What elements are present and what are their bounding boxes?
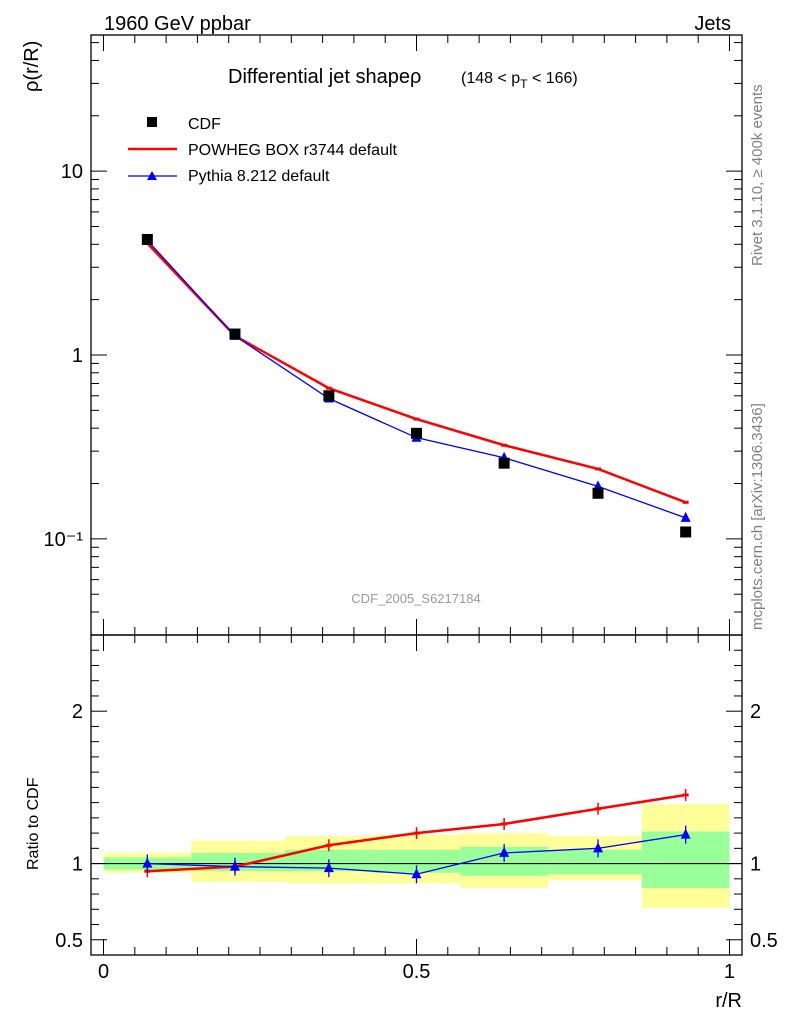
legend-powheg-label: POWHEG BOX r3744 default — [188, 142, 398, 159]
y-tick-label-ratio-right: 0.5 — [750, 930, 778, 952]
point-pythia-ratio — [593, 842, 604, 853]
y-tick-label-main: 10 — [61, 161, 83, 183]
point-pythia-ratio — [323, 862, 334, 873]
legend: CDF POWHEG BOX r3744 default Pythia 8.21… — [128, 116, 398, 185]
point-cdf-main — [141, 233, 153, 245]
point-cdf-main — [229, 328, 241, 340]
point-cdf-main — [498, 457, 510, 469]
legend-pythia-marker — [147, 171, 157, 180]
header-left: 1960 GeV ppbar — [104, 13, 251, 35]
tick-marks: 10 1 10⁻¹ 2 2 1 1 0.5 0.5 0 0.5 1 — [44, 35, 778, 983]
y-axis-label-main: ρ(r/R) — [21, 41, 43, 92]
y-tick-label-ratio-right: 1 — [750, 854, 761, 876]
ratio-bands — [103, 804, 730, 908]
main-title: Differential jet shapeρ — [228, 66, 421, 88]
point-pythia-ratio — [411, 868, 422, 879]
data-series — [141, 233, 692, 884]
y-tick-label-main: 1 — [72, 345, 83, 367]
y-tick-label-main: 10⁻¹ — [44, 529, 84, 551]
ratio-band-inner-5 — [547, 849, 642, 875]
legend-cdf-label: CDF — [188, 116, 221, 133]
point-cdf-main — [592, 487, 604, 499]
rivet-label: Rivet 3.1.10, ≥ 400k events — [749, 84, 766, 266]
point-cdf-main — [411, 427, 422, 439]
y-tick-label-ratio-left: 2 — [72, 701, 83, 723]
x-tick-label: 0 — [98, 961, 109, 983]
y-tick-label-ratio-left: 1 — [72, 854, 83, 876]
mcplots-label: mcplots.cern.ch [arXiv:1306.3436] — [749, 403, 766, 630]
legend-cdf-marker — [147, 117, 157, 127]
y-axis-label-ratio: Ratio to CDF — [25, 777, 42, 870]
x-tick-label: 1 — [724, 961, 735, 983]
y-tick-label-ratio-right: 2 — [750, 701, 761, 723]
point-pythia-ratio — [142, 857, 153, 868]
point-cdf-main — [323, 390, 335, 402]
point-pythia-ratio — [680, 828, 691, 839]
legend-pythia-label: Pythia 8.212 default — [188, 168, 330, 185]
series-line-pythia-main — [146, 239, 686, 519]
x-axis-label: r/R — [715, 990, 742, 1012]
point-pythia-ratio — [229, 860, 240, 871]
point-cdf-main — [680, 526, 692, 538]
point-pythia-ratio — [499, 846, 510, 857]
point-pythia-main — [680, 511, 691, 522]
header-right: Jets — [694, 13, 731, 35]
ratio-band-inner-3 — [372, 849, 461, 873]
main-title-range: (148 < pT < 166) — [461, 70, 578, 91]
x-tick-label: 0.5 — [403, 961, 431, 983]
y-tick-label-ratio-left: 0.5 — [55, 930, 83, 952]
watermark: CDF_2005_S6217184 — [351, 591, 480, 606]
series-line-powheg-main — [146, 242, 687, 504]
